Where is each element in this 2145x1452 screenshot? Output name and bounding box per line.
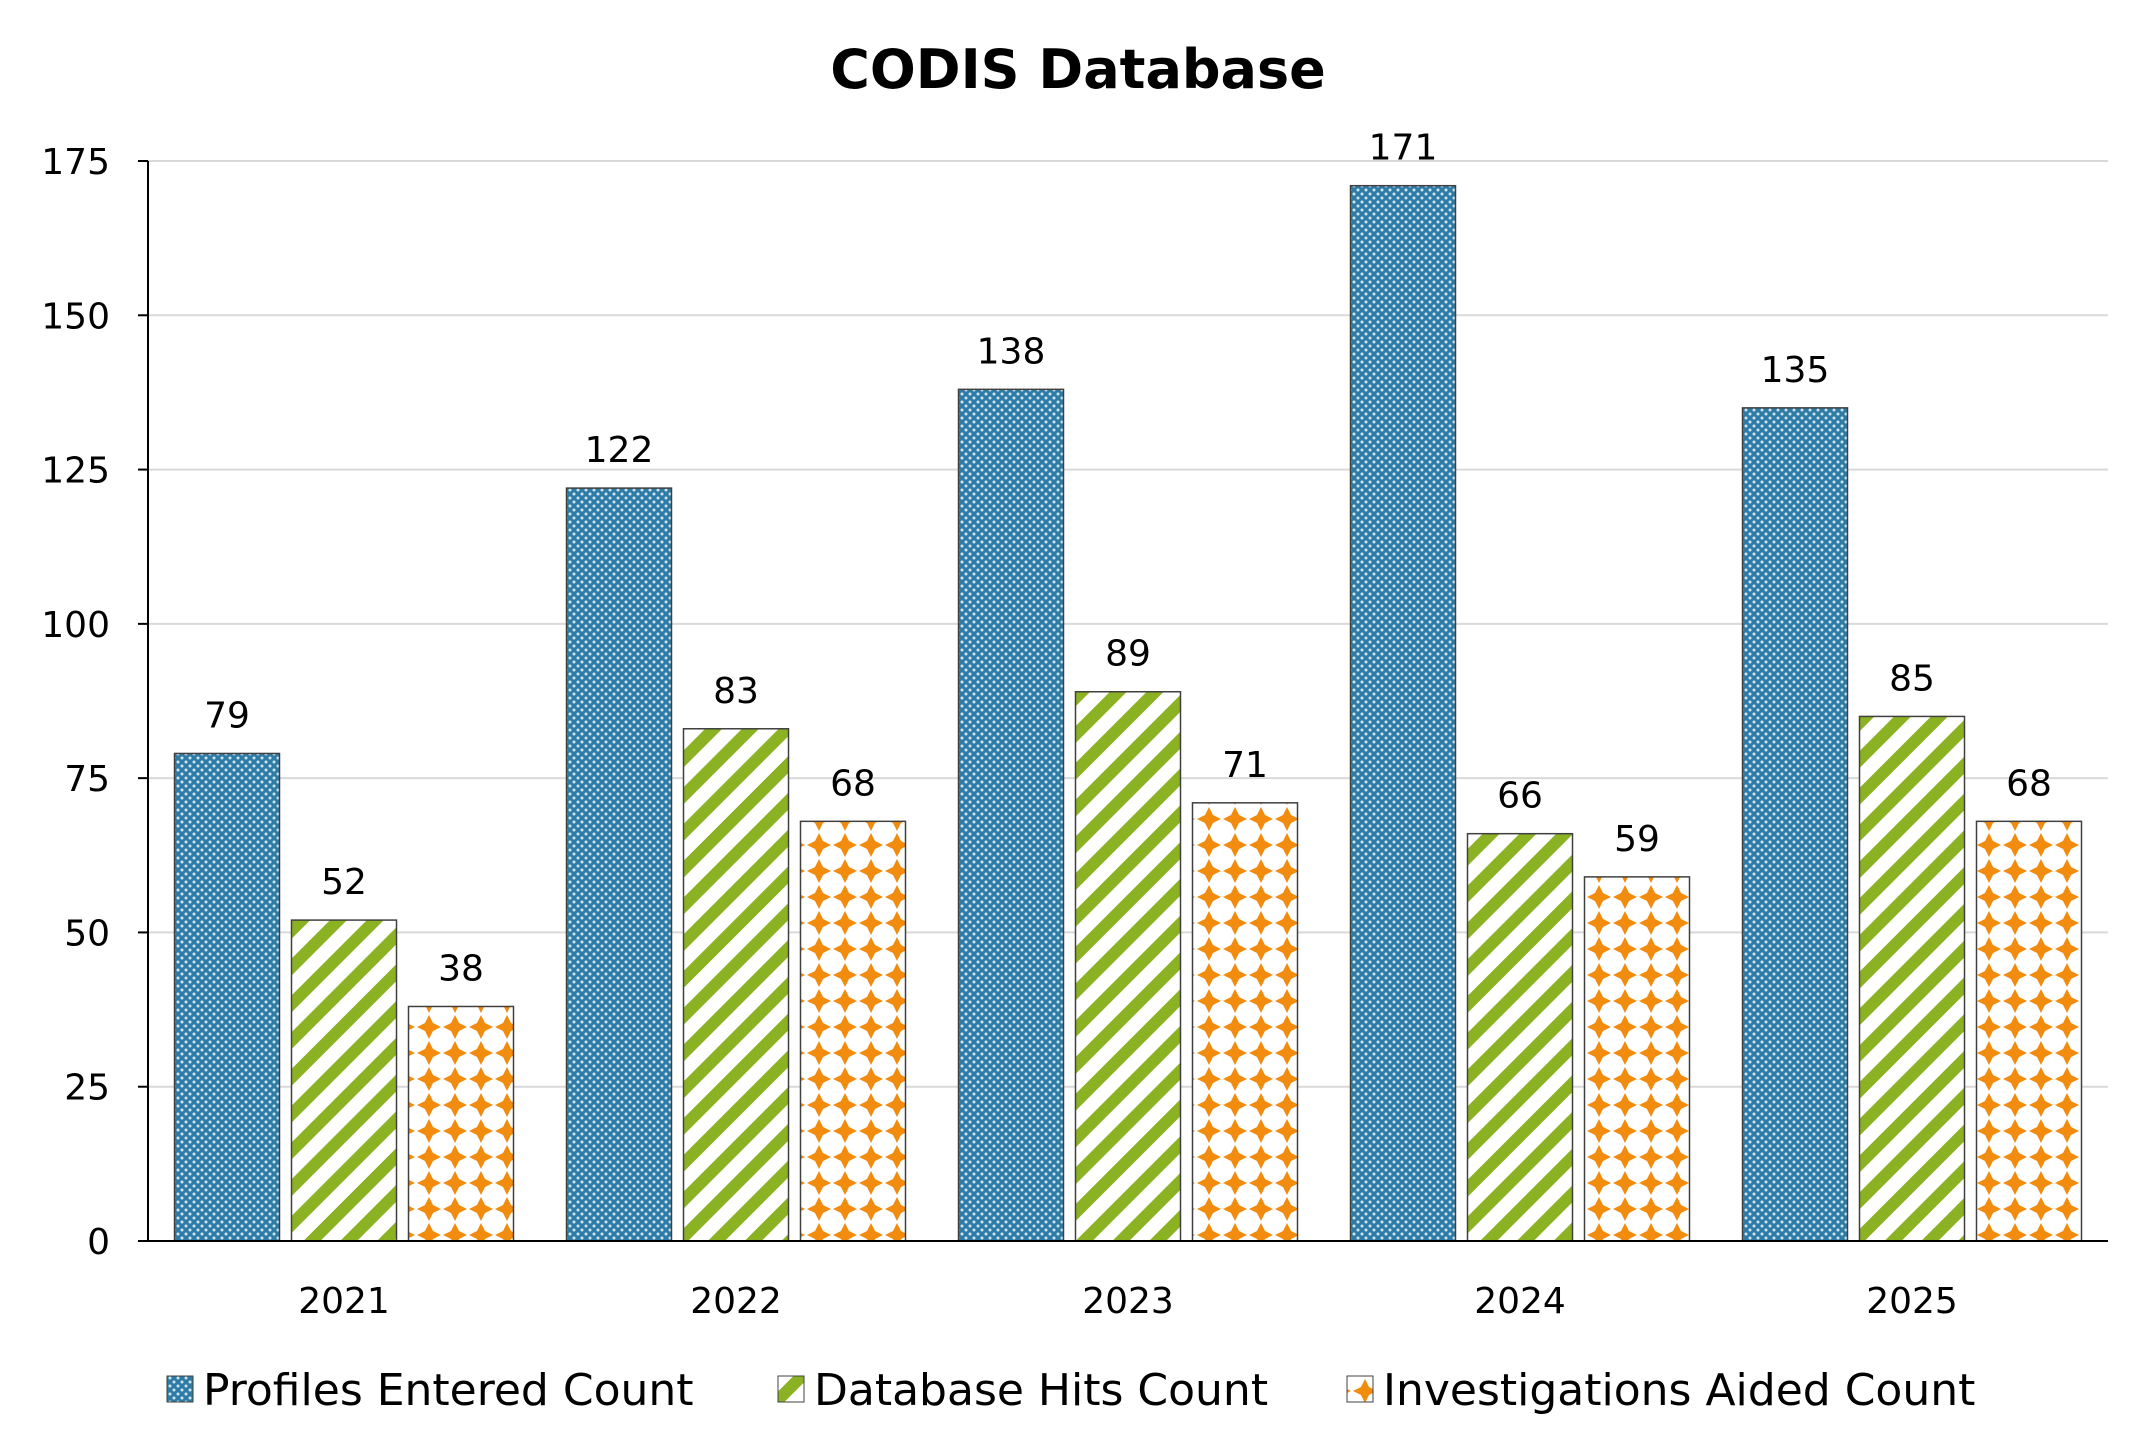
- x-tick-label: 2024: [1474, 1281, 1566, 1322]
- data-label: 135: [1761, 350, 1830, 391]
- legend: Profiles Entered Count Database Hits Coun…: [166, 1365, 1975, 1416]
- bar: [1349, 184, 1457, 1242]
- data-label: 79: [204, 695, 250, 736]
- data-label: 89: [1105, 634, 1151, 675]
- y-tick-label: 100: [41, 605, 110, 646]
- legend-label: Database Hits Count: [814, 1365, 1268, 1416]
- data-label: 59: [1614, 819, 1660, 860]
- data-label: 122: [585, 430, 654, 471]
- axes: [147, 161, 2108, 1242]
- bars: [173, 184, 2083, 1242]
- bar: [1466, 832, 1574, 1242]
- chart-title: CODIS Database: [830, 38, 1326, 101]
- bar: [1191, 802, 1299, 1242]
- bar: [682, 728, 790, 1242]
- y-tick-label: 50: [64, 913, 110, 954]
- data-label: 52: [321, 862, 367, 903]
- bar: [1583, 876, 1691, 1242]
- y-axis-ticks: 0 25 50 75 100 125 150 175: [41, 142, 148, 1263]
- legend-swatch: [777, 1375, 805, 1403]
- data-label: 68: [2006, 763, 2052, 804]
- data-label: 66: [1497, 776, 1543, 817]
- bar: [957, 388, 1065, 1242]
- data-label: 138: [977, 331, 1046, 372]
- data-label: 68: [830, 763, 876, 804]
- data-label: 71: [1222, 745, 1268, 786]
- bar: [173, 752, 281, 1242]
- data-label: 83: [713, 671, 759, 712]
- y-tick-label: 75: [64, 759, 110, 800]
- legend-swatch: [1346, 1375, 1374, 1403]
- legend-label: Investigations Aided Count: [1383, 1365, 1975, 1416]
- x-tick-label: 2023: [1082, 1281, 1174, 1322]
- bar: [799, 820, 907, 1242]
- x-tick-label: 2022: [690, 1281, 782, 1322]
- y-tick-label: 0: [87, 1222, 110, 1263]
- bar: [1858, 715, 1966, 1242]
- legend-swatch: [166, 1375, 194, 1403]
- data-label: 171: [1369, 128, 1438, 169]
- x-axis-ticks: 2021 2022 2023 2024 2025: [298, 1281, 1958, 1322]
- data-label: 38: [438, 948, 484, 989]
- bar: [565, 487, 673, 1242]
- bar: [290, 919, 398, 1242]
- bar: [1741, 407, 1849, 1242]
- data-label: 85: [1889, 658, 1935, 699]
- x-tick-label: 2025: [1866, 1281, 1958, 1322]
- y-tick-label: 150: [41, 296, 110, 337]
- y-tick-label: 125: [41, 451, 110, 492]
- y-tick-label: 175: [41, 142, 110, 183]
- bar: [407, 1005, 515, 1242]
- data-labels: 79 52 38 122 83 68 138 89 71 171 66 59 135 85 68: [204, 128, 2052, 990]
- bar: [1074, 690, 1182, 1242]
- bar: [1975, 820, 2083, 1242]
- y-tick-label: 25: [64, 1068, 110, 1109]
- legend-label: Profiles Entered Count: [203, 1365, 694, 1416]
- x-tick-label: 2021: [298, 1281, 390, 1322]
